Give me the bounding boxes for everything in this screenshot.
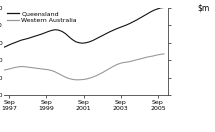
Y-axis label: $m: $m <box>198 4 210 13</box>
Legend: Queensland, Western Australia: Queensland, Western Australia <box>8 11 77 23</box>
